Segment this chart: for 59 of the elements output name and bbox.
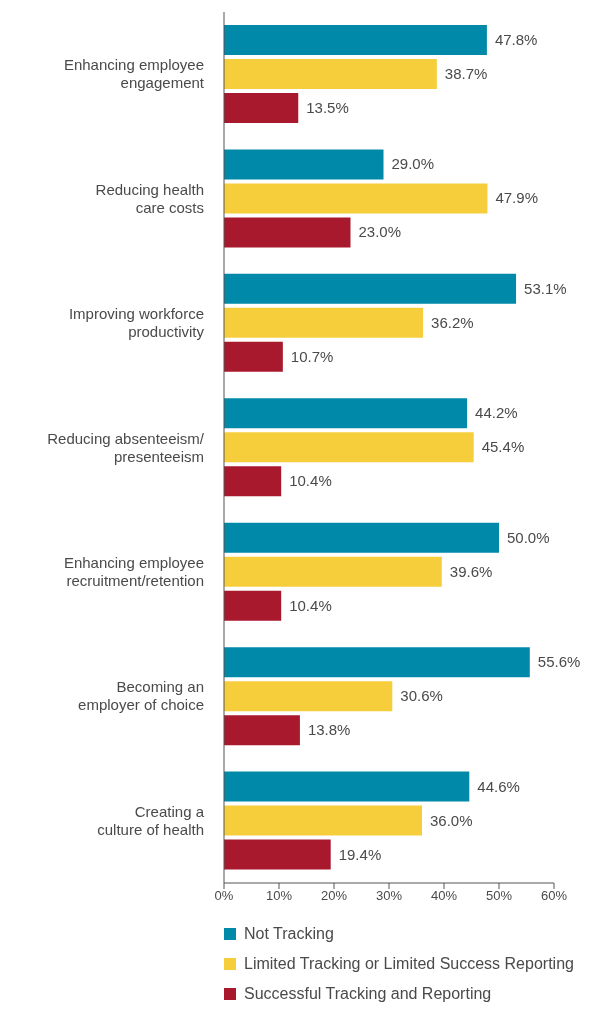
bar xyxy=(224,217,351,248)
bar xyxy=(224,432,474,463)
data-label: 53.1% xyxy=(524,279,567,297)
bar xyxy=(224,149,384,180)
data-label: 36.2% xyxy=(431,313,474,331)
bar xyxy=(224,93,299,123)
bar xyxy=(224,273,517,304)
data-label: 55.6% xyxy=(537,653,581,671)
x-tick-label: 60% xyxy=(540,888,568,904)
data-label: 44.2% xyxy=(475,404,518,422)
data-label: 23.0% xyxy=(358,223,402,241)
data-label: 13.8% xyxy=(307,721,351,739)
bar xyxy=(224,647,530,678)
data-label: 50.0% xyxy=(507,528,550,546)
x-tick-label: 0% xyxy=(214,888,234,904)
y-tick-label: Creating a culture of health xyxy=(97,802,205,838)
data-label: 29.0% xyxy=(391,155,435,173)
data-label: 10.4% xyxy=(289,596,332,614)
bar xyxy=(224,398,468,429)
data-label: 30.6% xyxy=(400,687,443,705)
data-label: 13.5% xyxy=(306,99,349,116)
bar xyxy=(224,556,442,587)
data-label: 38.7% xyxy=(444,65,488,82)
data-label: 10.4% xyxy=(289,472,332,490)
bar xyxy=(224,341,283,372)
bar xyxy=(224,839,331,870)
x-tick-label: 30% xyxy=(375,888,403,904)
data-label: 36.0% xyxy=(430,811,473,829)
x-tick-label: 10% xyxy=(265,888,293,904)
bar xyxy=(224,681,393,712)
data-label: 47.9% xyxy=(495,189,538,207)
bar xyxy=(224,466,282,497)
y-tick-label: Reducing health care costs xyxy=(95,180,204,216)
legend-label: Successful Tracking and Reporting xyxy=(244,985,492,1003)
legend-label: Not Tracking xyxy=(244,925,334,943)
bar xyxy=(224,59,437,89)
y-tick-label: Improving workforce productivity xyxy=(68,305,205,341)
y-tick-label: Enhancing employee engagement xyxy=(63,56,205,92)
data-label: 47.8% xyxy=(494,31,538,48)
y-tick-label: Enhancing employee recruitment/retention xyxy=(63,553,204,589)
bar xyxy=(224,25,487,55)
data-label: 19.4% xyxy=(338,845,382,863)
bar xyxy=(224,183,488,214)
data-label: 10.7% xyxy=(290,347,334,365)
bar xyxy=(224,522,499,553)
x-tick-label: 40% xyxy=(430,888,458,904)
data-label: 45.4% xyxy=(481,438,525,456)
x-tick-label: 50% xyxy=(485,888,513,904)
x-tick-label: 20% xyxy=(320,888,348,904)
data-label: 39.6% xyxy=(449,562,493,580)
bar xyxy=(224,771,470,802)
bar xyxy=(224,715,300,746)
data-label: 44.6% xyxy=(477,777,520,795)
bar xyxy=(224,590,282,621)
y-tick-label: Reducing absenteeism/presenteeism xyxy=(47,429,205,465)
bar xyxy=(224,307,424,338)
bar xyxy=(224,805,422,836)
y-tick-label: Becoming an employer of choice xyxy=(78,678,204,714)
legend-label: Limited Tracking or Limited Success Reporting xyxy=(244,955,574,973)
